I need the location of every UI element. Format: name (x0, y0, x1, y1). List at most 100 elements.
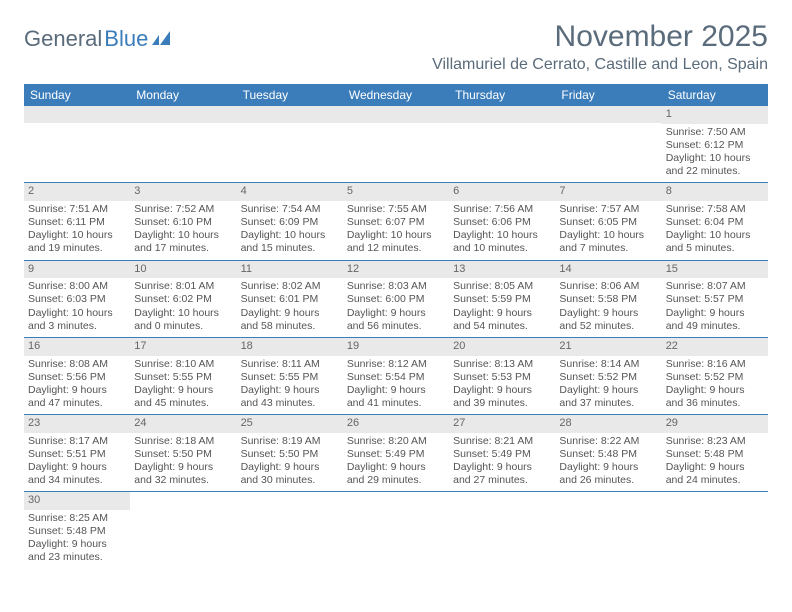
day-body: Sunrise: 8:17 AMSunset: 5:51 PMDaylight:… (24, 433, 130, 492)
day-number-empty (130, 106, 236, 123)
day-line: Sunset: 6:03 PM (28, 293, 126, 306)
day-body: Sunrise: 7:50 AMSunset: 6:12 PMDaylight:… (662, 124, 768, 183)
calendar-day-cell (130, 106, 236, 183)
day-line: and 5 minutes. (666, 242, 764, 255)
day-line: Daylight: 9 hours (559, 384, 657, 397)
day-line: Sunrise: 8:25 AM (28, 512, 126, 525)
calendar-week-row: 16Sunrise: 8:08 AMSunset: 5:56 PMDayligh… (24, 337, 768, 414)
day-line: and 47 minutes. (28, 397, 126, 410)
day-number: 11 (237, 261, 343, 279)
weekday-header: Thursday (449, 84, 555, 106)
day-number: 23 (24, 415, 130, 433)
day-number: 9 (24, 261, 130, 279)
day-line: Sunset: 5:52 PM (559, 371, 657, 384)
day-line: Daylight: 10 hours (453, 229, 551, 242)
day-line: and 45 minutes. (134, 397, 232, 410)
calendar-day-cell: 14Sunrise: 8:06 AMSunset: 5:58 PMDayligh… (555, 260, 661, 337)
day-line: and 22 minutes. (666, 165, 764, 178)
weekday-header: Wednesday (343, 84, 449, 106)
day-line: and 7 minutes. (559, 242, 657, 255)
day-line: Daylight: 10 hours (347, 229, 445, 242)
day-number: 20 (449, 338, 555, 356)
day-line: Sunset: 6:05 PM (559, 216, 657, 229)
day-line: Sunset: 6:04 PM (666, 216, 764, 229)
day-line: Daylight: 9 hours (241, 307, 339, 320)
calendar-day-cell (555, 492, 661, 569)
day-line: Sunrise: 8:18 AM (134, 435, 232, 448)
calendar-day-cell (24, 106, 130, 183)
day-number-empty (24, 106, 130, 123)
day-body: Sunrise: 8:18 AMSunset: 5:50 PMDaylight:… (130, 433, 236, 492)
day-line: and 43 minutes. (241, 397, 339, 410)
day-line: Sunset: 5:50 PM (134, 448, 232, 461)
calendar-day-cell (449, 106, 555, 183)
day-number: 25 (237, 415, 343, 433)
day-line: Sunrise: 8:01 AM (134, 280, 232, 293)
weekday-header: Friday (555, 84, 661, 106)
calendar-week-row: 30Sunrise: 8:25 AMSunset: 5:48 PMDayligh… (24, 492, 768, 569)
day-line: and 52 minutes. (559, 320, 657, 333)
day-number: 17 (130, 338, 236, 356)
calendar-day-cell (555, 106, 661, 183)
day-line: and 3 minutes. (28, 320, 126, 333)
day-line: Sunrise: 7:57 AM (559, 203, 657, 216)
calendar-day-cell: 9Sunrise: 8:00 AMSunset: 6:03 PMDaylight… (24, 260, 130, 337)
day-line: Sunset: 5:55 PM (241, 371, 339, 384)
day-body: Sunrise: 7:52 AMSunset: 6:10 PMDaylight:… (130, 201, 236, 260)
day-number: 21 (555, 338, 661, 356)
day-line: Daylight: 9 hours (666, 307, 764, 320)
day-line: Sunrise: 8:19 AM (241, 435, 339, 448)
day-body: Sunrise: 8:00 AMSunset: 6:03 PMDaylight:… (24, 278, 130, 337)
day-line: and 37 minutes. (559, 397, 657, 410)
calendar-day-cell: 24Sunrise: 8:18 AMSunset: 5:50 PMDayligh… (130, 415, 236, 492)
flag-icon (152, 31, 174, 47)
calendar-day-cell: 17Sunrise: 8:10 AMSunset: 5:55 PMDayligh… (130, 337, 236, 414)
day-body: Sunrise: 8:07 AMSunset: 5:57 PMDaylight:… (662, 278, 768, 337)
day-line: Sunrise: 7:58 AM (666, 203, 764, 216)
day-number: 2 (24, 183, 130, 201)
day-line: Sunrise: 8:00 AM (28, 280, 126, 293)
day-number: 7 (555, 183, 661, 201)
day-number-empty (237, 106, 343, 123)
day-number: 6 (449, 183, 555, 201)
day-line: Sunrise: 8:10 AM (134, 358, 232, 371)
day-line: Sunset: 5:59 PM (453, 293, 551, 306)
calendar-day-cell (343, 106, 449, 183)
day-body: Sunrise: 8:14 AMSunset: 5:52 PMDaylight:… (555, 356, 661, 415)
day-line: Daylight: 9 hours (453, 307, 551, 320)
calendar-day-cell: 2Sunrise: 7:51 AMSunset: 6:11 PMDaylight… (24, 183, 130, 260)
weekday-header: Saturday (662, 84, 768, 106)
day-number: 3 (130, 183, 236, 201)
day-line: and 26 minutes. (559, 474, 657, 487)
day-line: Sunrise: 7:56 AM (453, 203, 551, 216)
day-line: and 17 minutes. (134, 242, 232, 255)
day-line: Daylight: 9 hours (241, 461, 339, 474)
day-line: Sunset: 6:09 PM (241, 216, 339, 229)
weekday-header: Sunday (24, 84, 130, 106)
calendar-week-row: 23Sunrise: 8:17 AMSunset: 5:51 PMDayligh… (24, 415, 768, 492)
day-line: and 12 minutes. (347, 242, 445, 255)
calendar-day-cell: 16Sunrise: 8:08 AMSunset: 5:56 PMDayligh… (24, 337, 130, 414)
day-line: Daylight: 9 hours (241, 384, 339, 397)
day-line: Sunset: 5:55 PM (134, 371, 232, 384)
calendar-day-cell: 12Sunrise: 8:03 AMSunset: 6:00 PMDayligh… (343, 260, 449, 337)
day-line: Daylight: 10 hours (134, 229, 232, 242)
calendar-day-cell: 5Sunrise: 7:55 AMSunset: 6:07 PMDaylight… (343, 183, 449, 260)
day-line: Daylight: 10 hours (559, 229, 657, 242)
day-body: Sunrise: 8:16 AMSunset: 5:52 PMDaylight:… (662, 356, 768, 415)
day-number: 29 (662, 415, 768, 433)
calendar-day-cell: 13Sunrise: 8:05 AMSunset: 5:59 PMDayligh… (449, 260, 555, 337)
day-line: Sunrise: 8:23 AM (666, 435, 764, 448)
day-line: Sunset: 6:02 PM (134, 293, 232, 306)
day-line: and 36 minutes. (666, 397, 764, 410)
day-line: Daylight: 10 hours (134, 307, 232, 320)
day-body: Sunrise: 7:51 AMSunset: 6:11 PMDaylight:… (24, 201, 130, 260)
calendar-day-cell (237, 492, 343, 569)
calendar-day-cell: 22Sunrise: 8:16 AMSunset: 5:52 PMDayligh… (662, 337, 768, 414)
day-line: Sunset: 5:49 PM (347, 448, 445, 461)
day-body: Sunrise: 8:10 AMSunset: 5:55 PMDaylight:… (130, 356, 236, 415)
brand-part2: Blue (104, 26, 148, 52)
day-line: Daylight: 9 hours (28, 384, 126, 397)
day-line: Sunset: 5:48 PM (28, 525, 126, 538)
day-body: Sunrise: 8:21 AMSunset: 5:49 PMDaylight:… (449, 433, 555, 492)
